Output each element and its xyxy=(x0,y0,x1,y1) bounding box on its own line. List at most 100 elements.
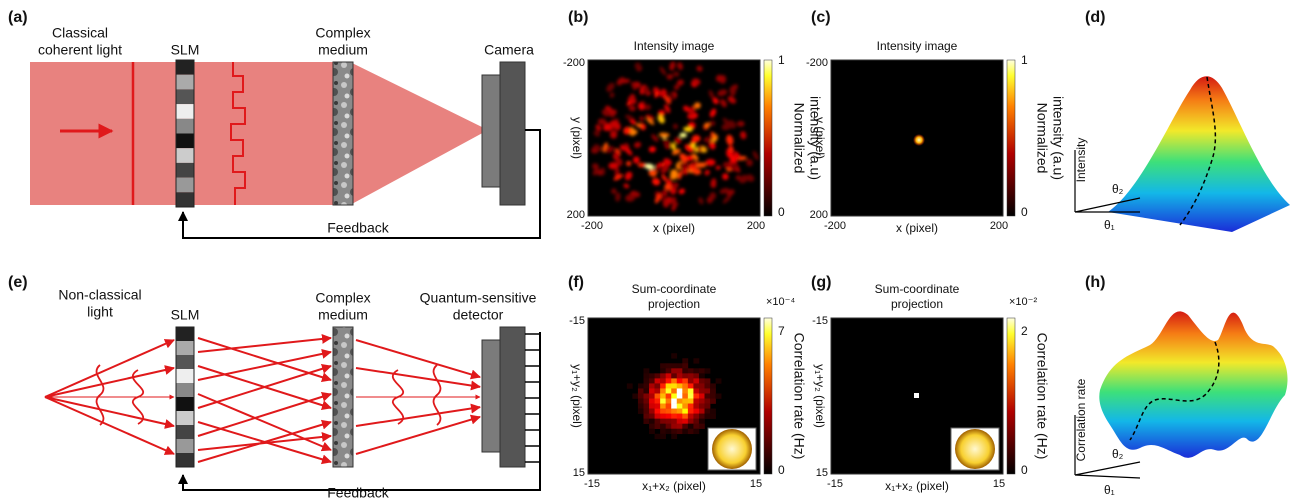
z-label: Intensity xyxy=(1074,138,1088,183)
pixel xyxy=(682,373,688,378)
pixel xyxy=(693,378,699,383)
pixel xyxy=(643,414,649,419)
pixel xyxy=(660,429,666,434)
panel-h: (h) Correlation rate θ₂ θ₁ xyxy=(1074,274,1287,497)
source-label: light xyxy=(87,304,113,320)
inset-image xyxy=(712,429,752,469)
pixel xyxy=(682,393,688,398)
colorbar-tick: 7 xyxy=(778,324,785,338)
pixel xyxy=(699,378,705,383)
slm-pixel xyxy=(176,134,194,149)
pixel xyxy=(671,378,677,383)
y-label: y₁+y₂ (pixel) xyxy=(813,364,827,428)
pixel xyxy=(699,388,705,393)
pixel xyxy=(705,388,711,393)
pixel xyxy=(632,393,638,398)
pixel xyxy=(660,419,666,424)
pixel xyxy=(710,399,716,404)
pixel xyxy=(655,373,661,378)
pixel xyxy=(655,388,661,393)
pixel xyxy=(666,373,672,378)
pixel xyxy=(682,419,688,424)
ray xyxy=(45,397,174,454)
medium-label: Complex xyxy=(315,290,370,306)
pixel xyxy=(710,388,716,393)
pixel xyxy=(682,404,688,409)
pixel xyxy=(660,409,666,414)
image-panels: (b)Intensity image-200200-200200x (pixel… xyxy=(563,9,1066,493)
axis-label: θ₂ xyxy=(1112,182,1124,196)
pixel xyxy=(677,424,683,429)
panel-label: (c) xyxy=(811,9,831,26)
pixel xyxy=(638,399,644,404)
ray xyxy=(45,397,174,426)
pixel xyxy=(699,404,705,409)
panel-a: (a) Classical coherent light SLM Complex… xyxy=(8,9,540,238)
y-label: y (pixel) xyxy=(570,117,584,159)
pixel xyxy=(643,388,649,393)
x-tick-label: 200 xyxy=(747,220,765,232)
detector-outputs xyxy=(525,334,540,462)
pixel xyxy=(660,399,666,404)
colorbar-label: intensity (a.u) xyxy=(1050,96,1066,180)
pixel xyxy=(688,399,694,404)
pixel xyxy=(677,373,683,378)
pixel xyxy=(655,434,661,439)
pixel xyxy=(660,373,666,378)
pixel xyxy=(649,404,655,409)
slm-pixel xyxy=(176,60,194,75)
panel-title: projection xyxy=(891,297,943,311)
source-label: Classical xyxy=(52,25,108,41)
slm-pixel xyxy=(176,327,194,341)
medium xyxy=(333,327,353,467)
colorbar xyxy=(764,60,772,216)
pixel xyxy=(655,399,661,404)
panel-title: Sum-coordinate xyxy=(632,282,717,296)
slm-pixel xyxy=(176,104,194,119)
colorbar-label: Normalized xyxy=(1034,103,1050,174)
pixel xyxy=(638,383,644,388)
slm-pixel xyxy=(176,425,194,439)
x-label: x₁+x₂ (pixel) xyxy=(642,479,706,493)
pixel xyxy=(688,409,694,414)
beam-focus xyxy=(350,62,488,205)
pixel xyxy=(710,414,716,419)
slm-pixel xyxy=(176,163,194,178)
y-tick-label: -15 xyxy=(812,315,828,327)
y-label: y (pixel) xyxy=(813,117,827,159)
pixel xyxy=(627,383,633,388)
pixel xyxy=(699,383,705,388)
pixel xyxy=(688,429,694,434)
pixel xyxy=(666,424,672,429)
panel-title: Intensity image xyxy=(634,39,715,53)
pixel xyxy=(660,368,666,373)
loop xyxy=(97,365,104,425)
detector-label: Camera xyxy=(484,42,534,58)
pixel xyxy=(643,383,649,388)
slm-pixel xyxy=(176,383,194,397)
pixel xyxy=(671,414,677,419)
panel-g: (g)Sum-coordinateprojection-1515-1515x₁+… xyxy=(811,274,1050,493)
colorbar xyxy=(1007,60,1015,216)
pixel xyxy=(682,409,688,414)
pixel xyxy=(671,404,677,409)
pixel xyxy=(705,399,711,404)
x-tick-label: -15 xyxy=(584,478,600,490)
pixel xyxy=(649,424,655,429)
pixel xyxy=(705,414,711,419)
pixel xyxy=(682,363,688,368)
pixel xyxy=(655,419,661,424)
pixel xyxy=(666,388,672,393)
pixel xyxy=(699,399,705,404)
pixel xyxy=(699,409,705,414)
pixel xyxy=(638,388,644,393)
pixel xyxy=(677,393,683,398)
pixel xyxy=(693,388,699,393)
colorbar-label: Normalized xyxy=(791,103,807,174)
panel-c: (c)Intensity image-200200-200200x (pixel… xyxy=(806,9,1066,235)
pixel xyxy=(688,378,694,383)
pixel xyxy=(699,414,705,419)
detector-label: Quantum-sensitive xyxy=(420,290,537,306)
pixel xyxy=(643,368,649,373)
medium-label: Complex xyxy=(315,25,370,41)
